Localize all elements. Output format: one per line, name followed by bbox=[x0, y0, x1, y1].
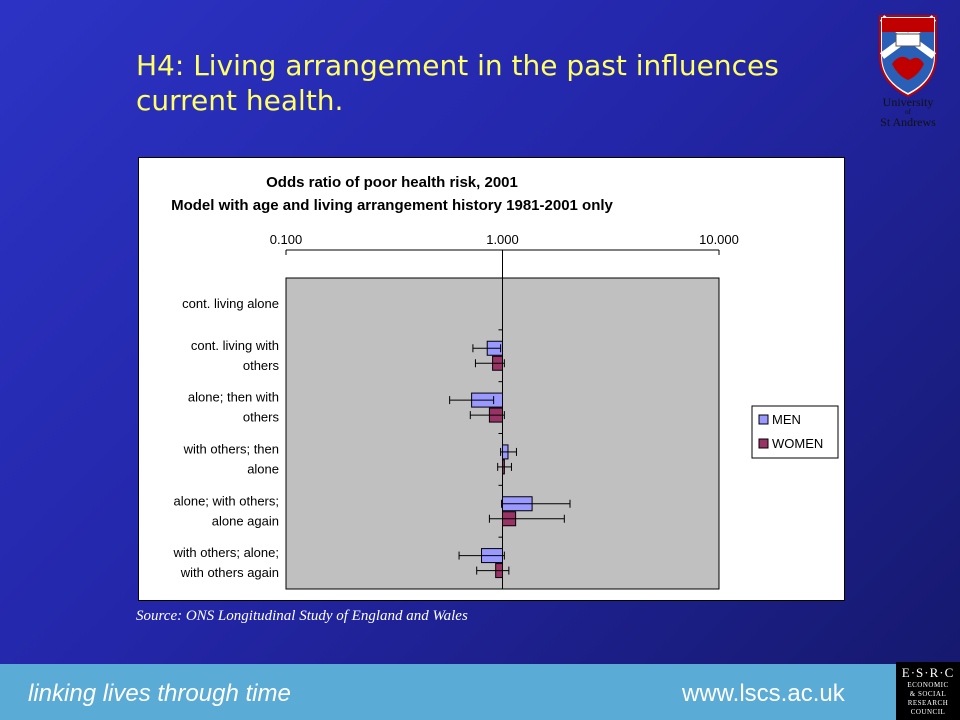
esrc-logo-line-3: & SOCIAL bbox=[909, 690, 947, 698]
esrc-logo: E·S·R·C ECONOMIC & SOCIAL RESEARCH COUNC… bbox=[896, 662, 960, 720]
odds-ratio-chart: Odds ratio of poor health risk, 2001 Mod… bbox=[171, 174, 839, 590]
legend-swatch-men bbox=[758, 414, 769, 425]
category-label: cont. living with others bbox=[191, 338, 280, 373]
chart-title: Odds ratio of poor health risk, 2001 bbox=[266, 174, 518, 191]
university-name: University of St Andrews bbox=[862, 96, 954, 129]
x-tick-label: 10.000 bbox=[699, 232, 739, 247]
slide-title: H4: Living arrangement in the past influ… bbox=[136, 49, 779, 117]
esrc-logo-line-4: RESEARCH bbox=[907, 699, 949, 707]
legend-swatch-women bbox=[758, 438, 769, 449]
university-line-2: of bbox=[905, 108, 911, 116]
legend-label: MEN bbox=[772, 412, 801, 427]
chart-container: Odds ratio of poor health risk, 2001 Mod… bbox=[138, 157, 845, 601]
chart-subtitle: Model with age and living arrangement hi… bbox=[171, 197, 613, 214]
category-label: cont. living alone bbox=[182, 296, 279, 311]
source-note: Source: ONS Longitudinal Study of Englan… bbox=[136, 608, 468, 624]
legend-label: WOMEN bbox=[772, 436, 823, 451]
footer-website-link[interactable]: www.lscs.ac.uk bbox=[682, 680, 845, 707]
university-crest-icon bbox=[879, 15, 937, 98]
esrc-logo-line-2: ECONOMIC bbox=[907, 681, 949, 689]
category-label: with others; then alone bbox=[183, 441, 279, 476]
footer-tagline: linking lives through time bbox=[28, 680, 291, 707]
esrc-logo-line-5: COUNCIL bbox=[910, 708, 946, 716]
university-line-1: University bbox=[882, 95, 934, 109]
category-label: with others; alone; with others again bbox=[172, 545, 279, 580]
category-label: alone; then with others bbox=[188, 390, 280, 425]
category-label: alone; with others; alone again bbox=[173, 493, 279, 528]
x-tick-label: 0.100 bbox=[270, 232, 303, 247]
footer-bar: linking lives through time www.lscs.ac.u… bbox=[0, 664, 960, 720]
chart-legend: MEN WOMEN bbox=[751, 405, 839, 459]
x-tick-label: 1.000 bbox=[486, 232, 519, 247]
university-line-3: St Andrews bbox=[880, 115, 936, 129]
esrc-logo-line-1: E·S·R·C bbox=[901, 665, 955, 680]
